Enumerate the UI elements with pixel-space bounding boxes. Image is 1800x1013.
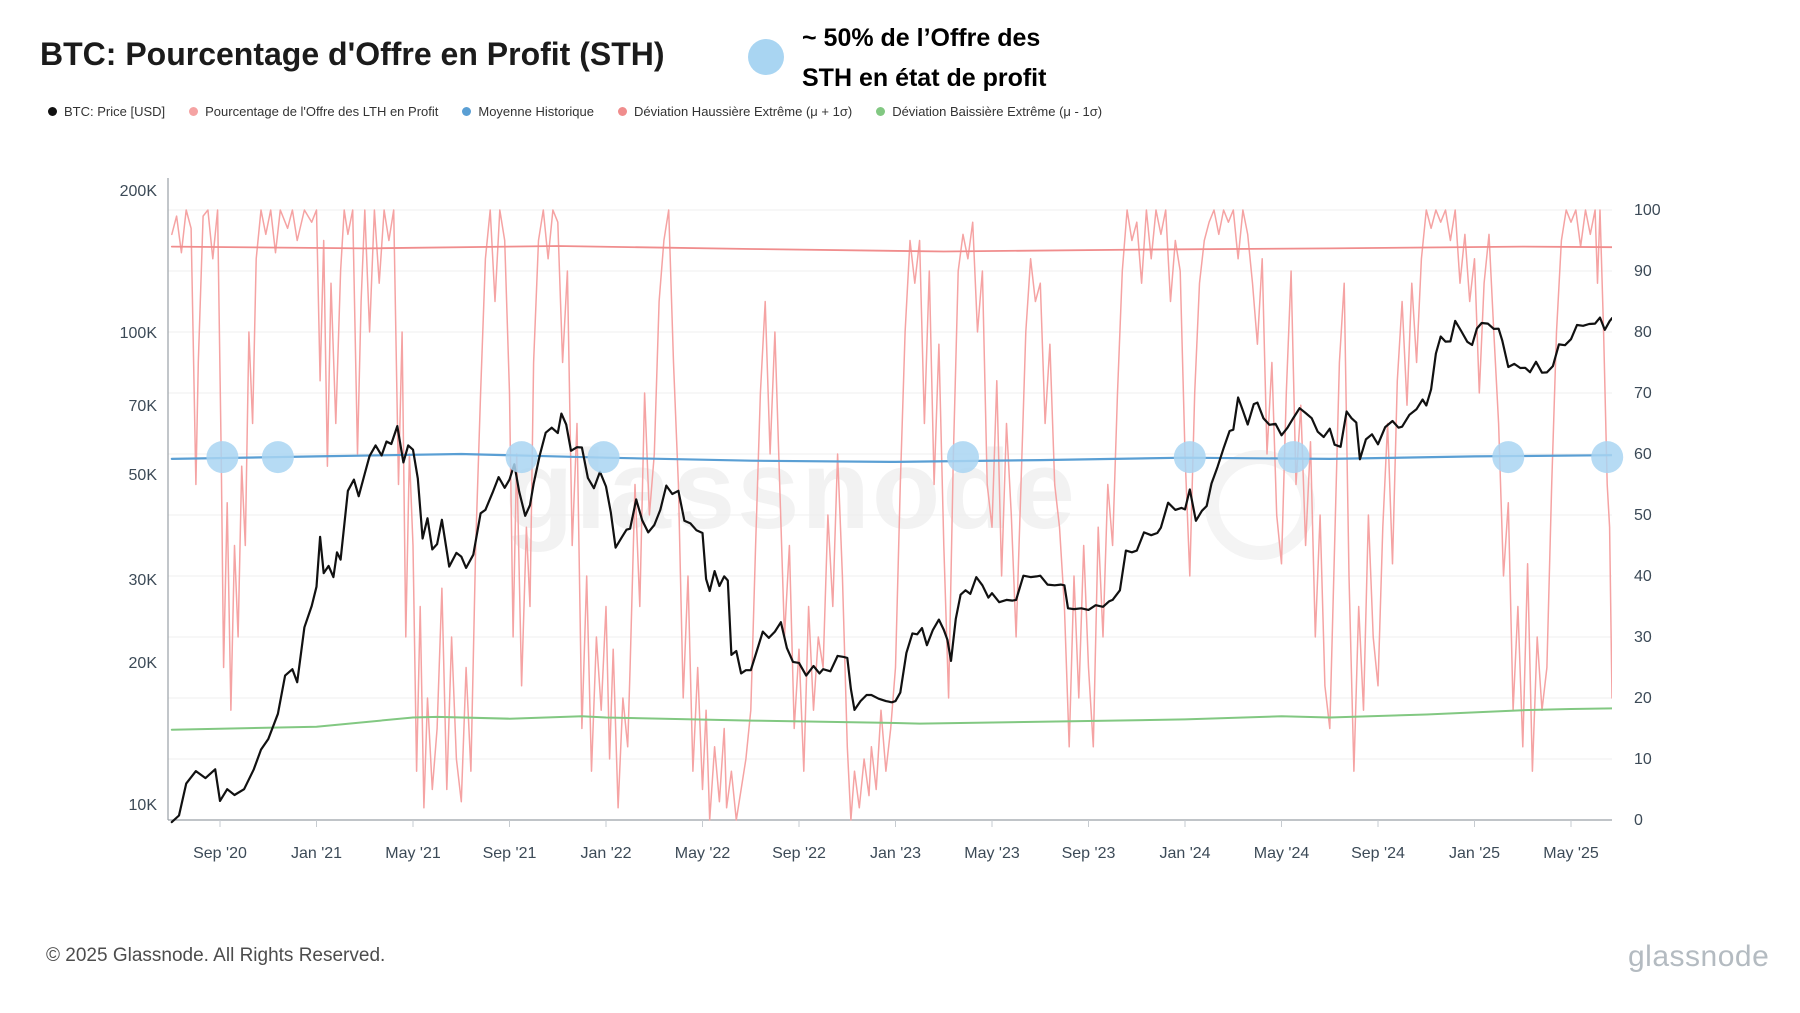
page-title: BTC: Pourcentage d'Offre en Profit (STH) <box>40 36 665 72</box>
legend-dot-icon <box>462 107 472 116</box>
right-axis-label[interactable]: 10 <box>1634 751 1652 768</box>
x-tick-label[interactable]: Jan '21 <box>291 845 342 862</box>
legend-dot-icon <box>618 107 627 116</box>
x-tick-label[interactable]: May '24 <box>1254 845 1310 862</box>
x-tick-label[interactable]: Jan '22 <box>580 845 631 862</box>
left-axis-label[interactable]: 10K <box>129 797 158 814</box>
x-tick-label[interactable]: Jan '23 <box>870 845 921 862</box>
annotation-line2: STH en état de profit <box>802 64 1047 92</box>
right-axis-label[interactable]: 100 <box>1634 202 1661 219</box>
legend-item-2[interactable]: Moyenne Historique <box>462 104 594 119</box>
chart-legend: BTC: Price [USD] Pourcentage de l'Offre d… <box>48 104 1102 119</box>
x-tick-label[interactable]: Sep '24 <box>1351 845 1405 862</box>
annotation-text: ~ 50% de l’Offre des STH en état de prof… <box>802 18 1046 98</box>
x-tick-label[interactable]: May '21 <box>385 845 441 862</box>
fifty-percent-marker[interactable] <box>1173 441 1206 474</box>
x-tick-label[interactable]: Sep '20 <box>193 845 247 862</box>
legend-dot-icon <box>48 107 57 116</box>
right-axis-label[interactable]: 20 <box>1634 690 1652 707</box>
lower-band-line[interactable] <box>170 707 1612 731</box>
legend-label: BTC: Price [USD] <box>64 104 166 119</box>
legend-item-3[interactable]: Déviation Haussière Extrême (μ + 1σ) <box>618 104 852 119</box>
legend-label: Déviation Baissière Extrême (μ - 1σ) <box>892 104 1103 119</box>
right-axis-label[interactable]: 90 <box>1634 263 1652 280</box>
fifty-percent-marker[interactable] <box>1591 441 1624 474</box>
legend-dot-icon <box>189 107 199 116</box>
right-axis-label[interactable]: 60 <box>1634 446 1652 463</box>
legend-label: Pourcentage de l'Offre des LTH en Profit <box>205 104 439 119</box>
legend-item-4[interactable]: Déviation Baissière Extrême (μ - 1σ) <box>876 104 1102 119</box>
x-tick-label[interactable]: Sep '23 <box>1062 845 1116 862</box>
right-axis-label[interactable]: 0 <box>1634 812 1643 829</box>
glassnode-logo: glassnode <box>1628 940 1770 973</box>
left-axis-label[interactable]: 50K <box>129 467 158 484</box>
fifty-percent-marker[interactable] <box>1277 441 1310 474</box>
fifty-percent-marker[interactable] <box>1492 441 1525 474</box>
x-tick-label[interactable]: Sep '22 <box>772 845 826 862</box>
right-axis-label[interactable]: 80 <box>1634 324 1652 341</box>
supply-in-profit-line[interactable] <box>171 209 1612 821</box>
fifty-percent-marker[interactable] <box>587 441 620 474</box>
left-axis-label[interactable]: 200K <box>120 183 158 200</box>
x-tick-label[interactable]: May '23 <box>964 845 1020 862</box>
x-tick-label[interactable]: May '25 <box>1543 845 1599 862</box>
left-axis-label[interactable]: 100K <box>120 325 158 342</box>
upper-band-line[interactable] <box>170 245 1612 253</box>
price-line[interactable] <box>170 316 1612 824</box>
legend-label: Moyenne Historique <box>478 104 594 119</box>
left-axis-label[interactable]: 70K <box>129 398 158 415</box>
fifty-percent-marker[interactable] <box>505 441 538 474</box>
x-tick-label[interactable]: May '22 <box>675 845 731 862</box>
annotation-line1: ~ 50% de l’Offre des <box>802 24 1041 52</box>
legend-dot-icon <box>876 107 886 116</box>
x-tick-label[interactable]: Jan '25 <box>1449 845 1500 862</box>
right-axis-label[interactable]: 70 <box>1634 385 1652 402</box>
right-axis-label[interactable]: 40 <box>1634 568 1652 585</box>
left-axis-label[interactable]: 20K <box>129 655 158 672</box>
legend-item-1[interactable]: Pourcentage de l'Offre des LTH en Profit <box>189 104 438 119</box>
copyright-text: © 2025 Glassnode. All Rights Reserved. <box>46 945 386 966</box>
annotation-dot-icon <box>748 39 784 75</box>
fifty-percent-marker[interactable] <box>206 441 239 474</box>
left-axis-label[interactable]: 30K <box>129 572 158 589</box>
fifty-percent-marker[interactable] <box>261 441 294 474</box>
fifty-percent-marker[interactable] <box>947 441 979 474</box>
x-tick-label[interactable]: Jan '24 <box>1159 845 1210 862</box>
right-axis-label[interactable]: 30 <box>1634 629 1652 646</box>
right-axis-label[interactable]: 50 <box>1634 507 1652 524</box>
legend-label: Déviation Haussière Extrême (μ + 1σ) <box>634 104 853 119</box>
legend-item-0[interactable]: BTC: Price [USD] <box>48 104 165 119</box>
x-tick-label[interactable]: Sep '21 <box>483 845 537 862</box>
